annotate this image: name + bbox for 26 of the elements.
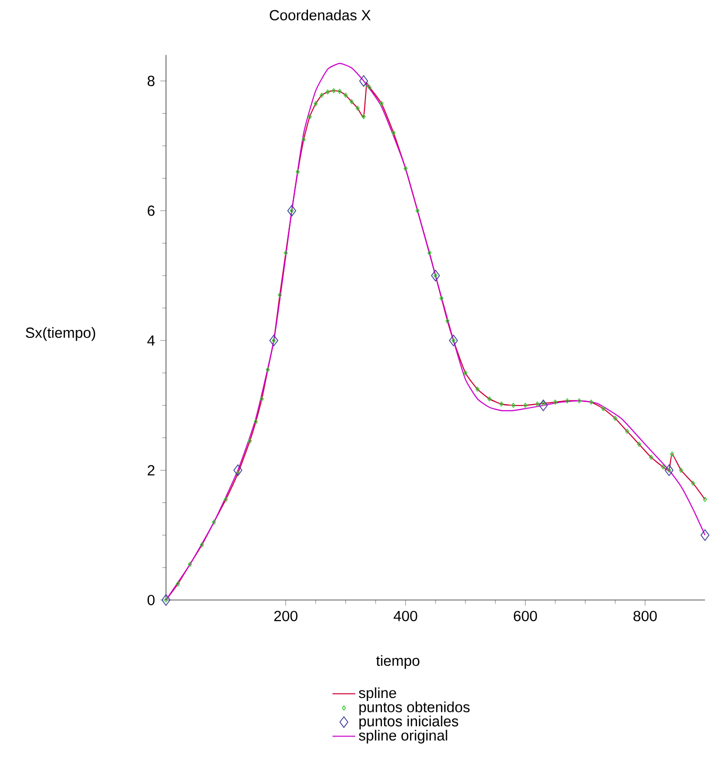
point bbox=[162, 594, 170, 606]
point bbox=[233, 464, 242, 476]
point bbox=[700, 529, 710, 541]
x-tick-label: 200 bbox=[274, 610, 298, 622]
x-tick-label: 600 bbox=[514, 610, 537, 622]
x-axis-title: tiempo bbox=[376, 655, 420, 669]
y-tick-label: 4 bbox=[147, 335, 155, 346]
y-tick-label: 6 bbox=[148, 206, 155, 216]
point bbox=[287, 204, 296, 216]
legend-label: spline bbox=[358, 687, 396, 702]
y-tick-label: 8 bbox=[148, 76, 155, 86]
legend-label: puntos iniciales bbox=[359, 716, 458, 730]
y-axis-title: Sx(tiempo) bbox=[26, 327, 96, 341]
point bbox=[359, 75, 368, 87]
point bbox=[449, 334, 458, 346]
x-tick-label: 800 bbox=[633, 610, 657, 622]
point bbox=[538, 400, 548, 412]
point bbox=[269, 334, 278, 346]
legend-label: puntos obtenidos bbox=[359, 702, 470, 716]
y-tick-label: 0 bbox=[148, 594, 155, 606]
chart-title: Coordenadas X bbox=[270, 10, 371, 20]
legend-label: spline original bbox=[358, 730, 448, 744]
point bbox=[431, 270, 440, 282]
x-tick-label: 400 bbox=[394, 610, 418, 622]
y-tick-label: 2 bbox=[148, 465, 154, 476]
point bbox=[664, 464, 674, 476]
